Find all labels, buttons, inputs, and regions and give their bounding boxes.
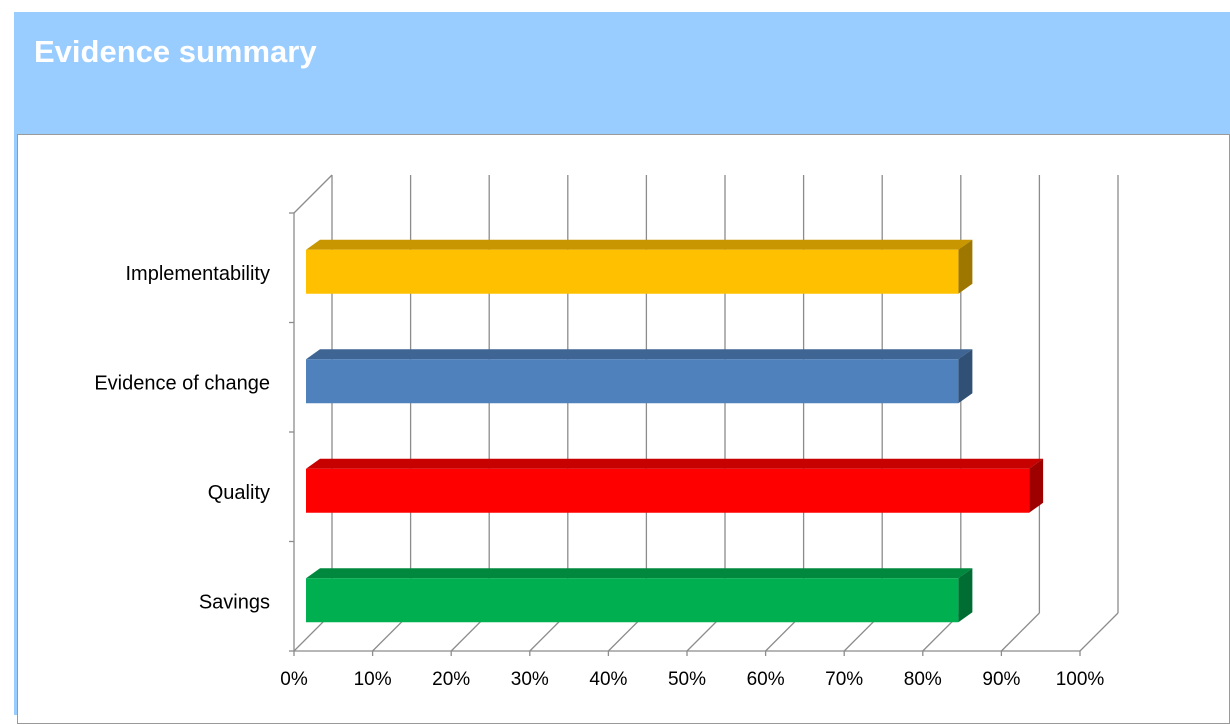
category-label: Evidence of change — [94, 372, 270, 394]
slide-title: Evidence summary — [34, 34, 317, 69]
category-label: Implementability — [125, 263, 270, 285]
bar-side-face — [958, 239, 973, 294]
x-tick-label: 40% — [589, 669, 627, 690]
x-tick-label: 30% — [511, 669, 549, 690]
x-tick-label: 100% — [1056, 669, 1105, 690]
bar-side-face — [958, 349, 973, 404]
bar-top-face — [306, 458, 1044, 469]
floor-gridline — [1079, 612, 1119, 652]
x-tick-label: 60% — [747, 669, 785, 690]
bar-side-face — [1029, 458, 1044, 513]
x-tick-label: 50% — [668, 669, 706, 690]
x-tick-label: 10% — [354, 669, 392, 690]
bar — [306, 468, 1030, 513]
bar-top-face — [306, 568, 973, 579]
bar-side-face — [958, 568, 973, 623]
bar-chart: 0% 10% 20% 30% 40% 50% 60% 70% 80% 90% 100% Savings… — [94, 174, 1119, 690]
bar — [306, 359, 959, 404]
floor-gridline — [1000, 612, 1040, 652]
bar-top-face — [306, 349, 973, 360]
chart-panel: 0% 10% 20% 30% 40% 50% 60% 70% 80% 90% 100% Savings… — [17, 134, 1230, 724]
x-tick-label: 80% — [904, 669, 942, 690]
x-tick-label: 70% — [825, 669, 863, 690]
x-tick-label: 0% — [280, 669, 308, 690]
wall-edge — [293, 174, 333, 214]
bar — [306, 578, 959, 623]
x-tick-label: 20% — [432, 669, 470, 690]
bar — [306, 249, 959, 294]
x-tick-label: 90% — [982, 669, 1020, 690]
bar-top-face — [306, 239, 973, 250]
category-label: Quality — [208, 482, 270, 504]
category-label: Savings — [199, 591, 270, 613]
